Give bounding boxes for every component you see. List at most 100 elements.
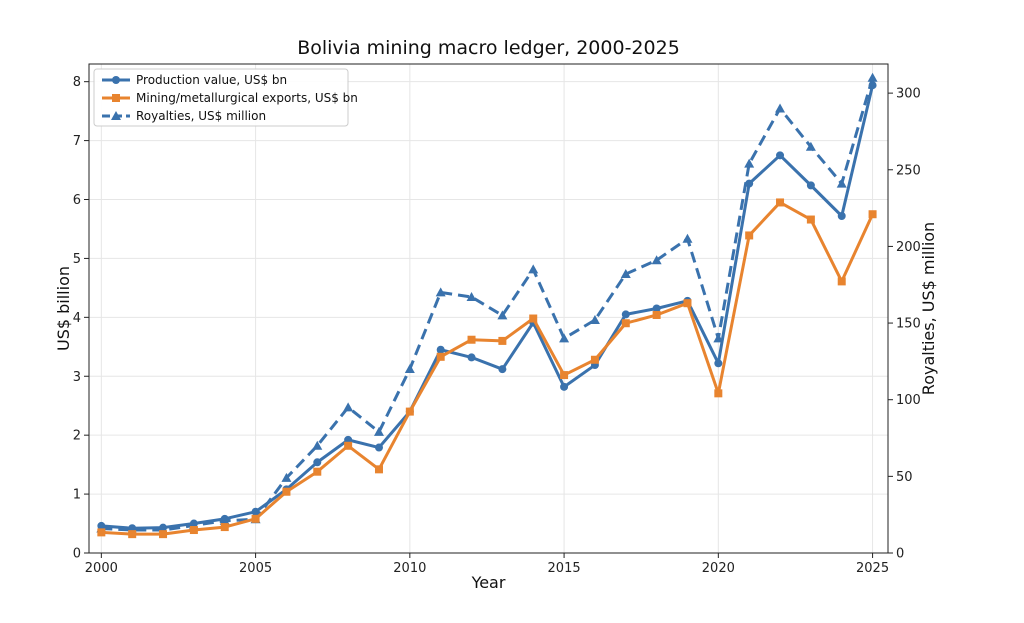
y-tick-label: 7 xyxy=(73,134,81,149)
series-3-point xyxy=(775,103,786,113)
x-tick-label: 2000 xyxy=(85,561,118,576)
series-3-point xyxy=(559,333,570,343)
plot-series xyxy=(96,72,878,539)
series-1-point xyxy=(189,519,198,528)
series-3-point xyxy=(744,158,755,168)
series-3-point xyxy=(836,178,847,188)
series-2-point xyxy=(344,441,353,450)
series-2-point xyxy=(621,319,630,328)
series-2-point xyxy=(467,335,476,344)
legend-swatch-marker xyxy=(111,111,121,120)
y-tick-label: 1 xyxy=(73,488,81,503)
series-1-point xyxy=(498,365,507,374)
series-3-point xyxy=(528,264,539,274)
series-3-point xyxy=(805,141,816,151)
y-axis-title: US$ billion xyxy=(54,266,73,351)
series-2-point xyxy=(498,336,507,345)
series-3-point xyxy=(497,310,508,320)
series-2-point xyxy=(405,407,414,416)
series-2-point xyxy=(652,310,661,319)
series-2-point xyxy=(374,465,383,474)
series-2-point xyxy=(590,355,599,364)
y-tick-label: 3 xyxy=(73,370,81,385)
series-3-point xyxy=(281,472,292,482)
series-3-point xyxy=(466,292,477,302)
series-3-point xyxy=(589,314,600,324)
series-2-point xyxy=(560,371,569,380)
series-1-point xyxy=(621,310,630,319)
series-2-point xyxy=(313,467,322,476)
series-1-point xyxy=(806,181,815,190)
series-1-point xyxy=(97,521,106,530)
series-2-point xyxy=(714,389,723,398)
y-tick-label: 2 xyxy=(73,429,81,444)
series-3-point xyxy=(620,269,631,279)
y-tick-label: 0 xyxy=(73,547,81,562)
y2-axis-title: Royalties, US$ million xyxy=(919,222,938,395)
grid xyxy=(89,64,888,554)
series-2-point xyxy=(128,530,137,539)
series-2-point xyxy=(837,277,846,286)
y-tick-label: 4 xyxy=(73,311,81,326)
x-tick-label: 2010 xyxy=(393,561,426,576)
series-2-point xyxy=(251,514,260,523)
y-tick-label: 6 xyxy=(73,193,81,208)
series-1-point xyxy=(159,523,168,532)
axes: 2000 2005 2010 2015 2020 2025 0 1 2 3 4 5 6 7 8 0 50 100 1… xyxy=(73,75,921,576)
x-tick-label: 2005 xyxy=(239,561,272,576)
series-2-point xyxy=(436,352,445,361)
series-3-line xyxy=(101,77,875,532)
x-axis-title: Year xyxy=(471,573,506,592)
series-2-point xyxy=(529,314,538,323)
series-2-line xyxy=(101,200,874,536)
series-1-line xyxy=(101,84,875,530)
x-tick-label: 2025 xyxy=(856,561,889,576)
series-1-point xyxy=(436,345,445,354)
y-tick-label: 5 xyxy=(73,252,81,267)
legend-label: Royalties, US$ million xyxy=(136,109,266,123)
x-tick-label: 2020 xyxy=(702,561,735,576)
series-2-point xyxy=(776,198,785,207)
series-1-point xyxy=(652,304,661,313)
series-3-point xyxy=(867,72,878,82)
y2-tick-label: 50 xyxy=(896,470,913,485)
series-1-point xyxy=(467,353,476,362)
series-2-point xyxy=(220,523,229,532)
series-3-point xyxy=(682,233,693,243)
series-3-point xyxy=(651,255,662,265)
series-3-point xyxy=(373,426,384,436)
series-1-point xyxy=(868,81,877,90)
legend: Production value, US$ bn Mining/metallurg… xyxy=(93,68,358,127)
y2-tick-label: 0 xyxy=(896,547,904,562)
series-1-point xyxy=(220,514,229,523)
series-2-point xyxy=(159,530,168,539)
plot-frame xyxy=(88,63,889,554)
series-3-point xyxy=(312,440,323,450)
series-3-point xyxy=(343,402,354,412)
chart-title: Bolivia mining macro ledger, 2000-2025 xyxy=(297,37,680,59)
series-2-point xyxy=(806,215,815,224)
series-1-point xyxy=(776,151,785,160)
y2-tick-label: 250 xyxy=(896,163,921,178)
series-1-point xyxy=(837,212,846,221)
series-2-point xyxy=(97,528,106,537)
y-tick-label: 8 xyxy=(73,75,81,90)
series-2-point xyxy=(745,231,754,240)
legend-box xyxy=(93,68,349,127)
y2-tick-label: 150 xyxy=(896,317,921,332)
series-3-point xyxy=(404,364,415,374)
y2-tick-label: 300 xyxy=(896,87,921,102)
series-2-point xyxy=(683,299,692,308)
x-tick-label: 2015 xyxy=(548,561,581,576)
series-1-point xyxy=(251,507,260,516)
legend-label: Production value, US$ bn xyxy=(136,73,287,87)
y2-tick-label: 100 xyxy=(896,393,921,408)
series-1-point xyxy=(714,359,723,368)
series-2-point xyxy=(868,210,877,219)
legend-swatch-marker xyxy=(112,94,120,102)
series-1-point xyxy=(374,443,383,452)
series-1-point xyxy=(560,382,569,391)
series-3-point xyxy=(435,287,446,297)
series-2-point xyxy=(189,526,198,535)
